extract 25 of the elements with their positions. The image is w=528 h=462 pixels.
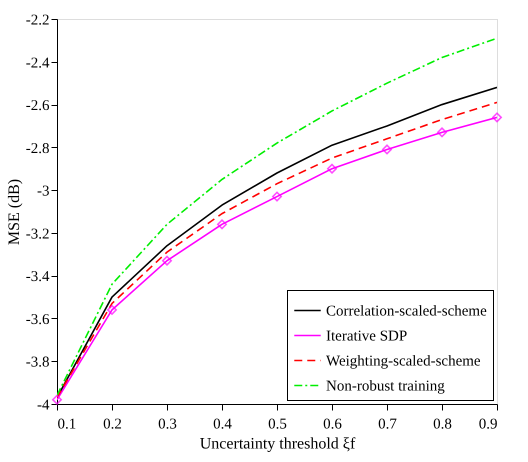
x-tick-label: 0.4 [213,416,232,432]
y-tick-label: -4 [37,398,50,414]
y-tick-label: -2.6 [26,98,50,114]
x-tick-label: 0.9 [478,416,498,432]
y-tick-label: -3.8 [26,354,50,371]
x-axis-title: Uncertainty threshold ξf [200,436,356,452]
legend-label: Weighting-scaled-scheme [326,354,481,370]
legend-label: Non-robust training [326,378,446,394]
y-tick-label: -2.8 [26,140,50,157]
x-tick-label: 0.8 [433,416,452,432]
x-tick-label: 0.6 [323,416,342,432]
y-tick-label: -3.2 [26,226,50,242]
y-tick-label: -2.2 [26,12,50,28]
y-tick-label: -3.4 [26,269,50,286]
x-tick-label: 0.1 [58,416,76,432]
y-tick-label: -3 [37,184,50,200]
y-tick-label: -3.6 [26,312,50,328]
x-tick-label: 0.2 [103,416,122,432]
y-tick-label: -2.4 [26,55,50,72]
x-tick-label: 0.3 [158,416,177,432]
y-axis-title: MSE (dB) [6,178,23,246]
x-tick-label: 0.5 [268,416,287,432]
x-tick-label: 0.7 [378,416,398,432]
legend-label: Correlation-scaled-scheme [326,304,488,320]
legend-label: Iterative SDP [326,328,408,344]
